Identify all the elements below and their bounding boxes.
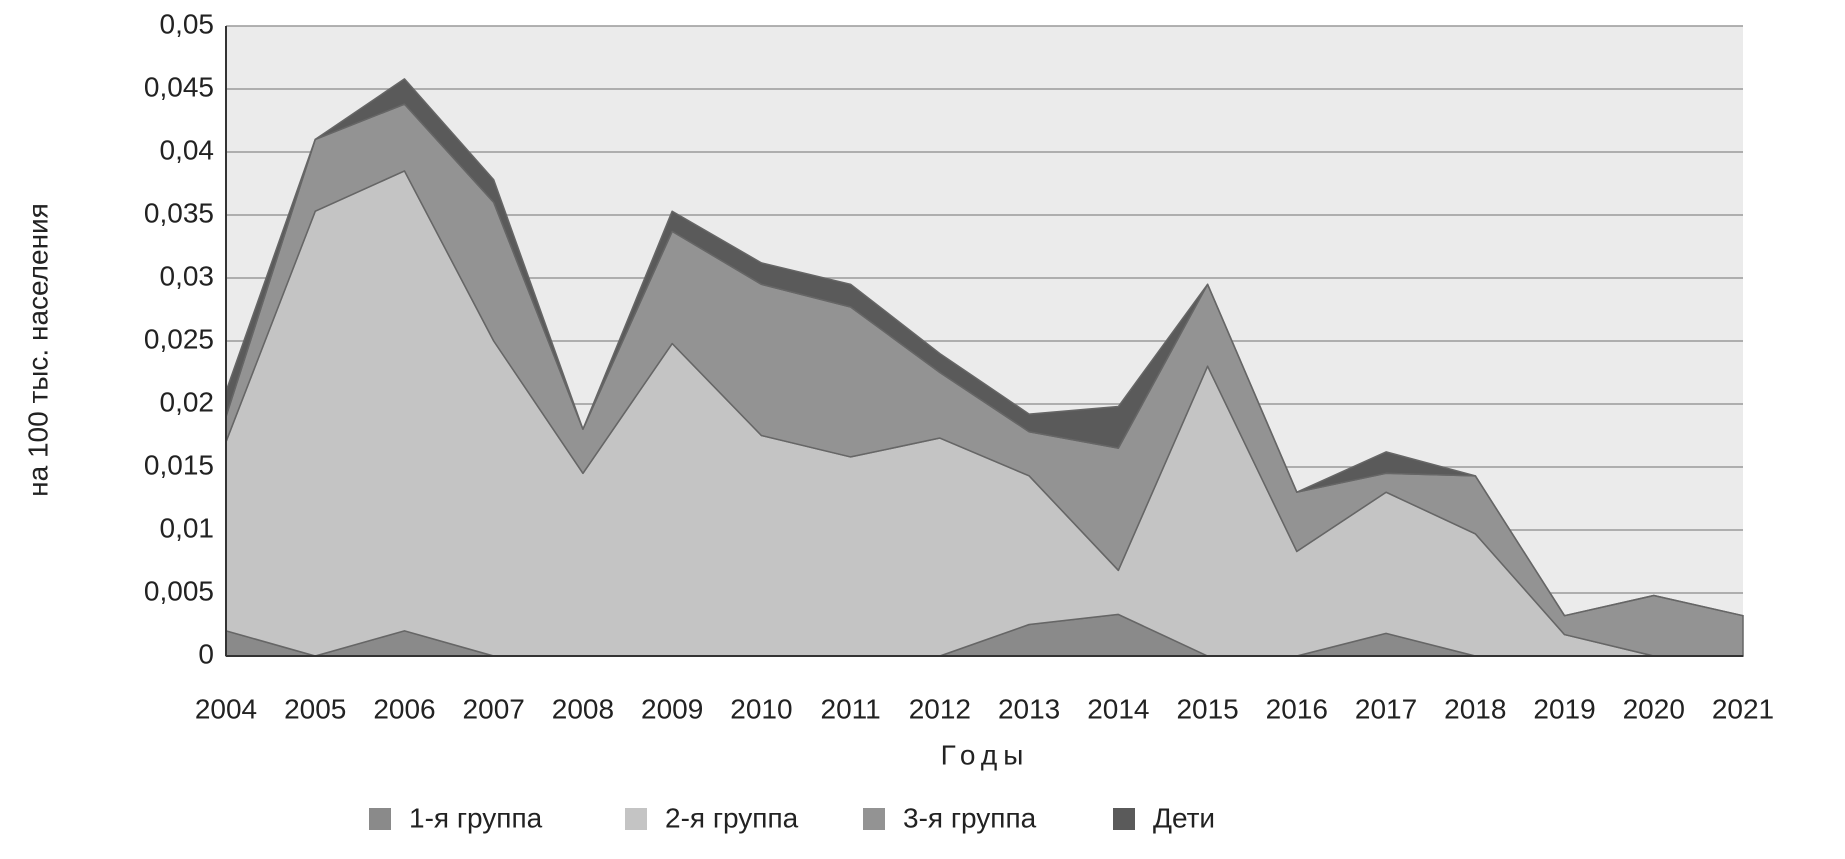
x-tick-label: 2019 bbox=[1533, 693, 1595, 724]
x-tick-label: 2005 bbox=[284, 693, 346, 724]
x-tick-label: 2014 bbox=[1087, 693, 1149, 724]
y-tick-label: 0,02 bbox=[160, 386, 215, 417]
legend-label: 2-я группа bbox=[665, 802, 799, 833]
x-tick-label: 2012 bbox=[909, 693, 971, 724]
x-tick-label: 2010 bbox=[730, 693, 792, 724]
x-tick-label: 2013 bbox=[998, 693, 1060, 724]
y-tick-label: 0,025 bbox=[144, 323, 214, 354]
y-tick-label: 0,035 bbox=[144, 197, 214, 228]
legend-label: Дети bbox=[1153, 802, 1215, 833]
y-axis-label: на 100 тыс. населения bbox=[22, 203, 53, 497]
y-tick-label: 0,04 bbox=[160, 134, 215, 165]
x-tick-label: 2007 bbox=[463, 693, 525, 724]
legend-swatch bbox=[863, 808, 885, 830]
x-tick-label: 2006 bbox=[373, 693, 435, 724]
legend-label: 3-я группа bbox=[903, 802, 1037, 833]
area bbox=[225, 78, 1744, 617]
legend-swatch bbox=[625, 808, 647, 830]
x-tick-label: 2008 bbox=[552, 693, 614, 724]
legend-swatch bbox=[369, 808, 391, 830]
x-tick-label: 2015 bbox=[1176, 693, 1238, 724]
x-tick-label: 2011 bbox=[821, 693, 881, 724]
x-tick-label: 2021 bbox=[1712, 693, 1774, 724]
x-tick-label: 2018 bbox=[1444, 693, 1506, 724]
y-tick-label: 0 bbox=[198, 638, 214, 669]
x-tick-label: 2017 bbox=[1355, 693, 1417, 724]
x-tick-label: 2004 bbox=[195, 693, 257, 724]
y-tick-label: 0,005 bbox=[144, 575, 214, 606]
x-tick-label: 2009 bbox=[641, 693, 703, 724]
legend-label: 1-я группа bbox=[409, 802, 543, 833]
x-tick-label: 2020 bbox=[1623, 693, 1685, 724]
y-tick-label: 0,045 bbox=[144, 71, 214, 102]
y-tick-label: 0,03 bbox=[160, 260, 215, 291]
y-tick-label: 0,015 bbox=[144, 449, 214, 480]
legend-swatch bbox=[1113, 808, 1135, 830]
x-tick-label: 2016 bbox=[1266, 693, 1328, 724]
y-tick-label: 0,01 bbox=[160, 512, 215, 543]
x-axis-label: Годы bbox=[941, 739, 1030, 770]
y-tick-label: 0,05 bbox=[160, 8, 215, 39]
